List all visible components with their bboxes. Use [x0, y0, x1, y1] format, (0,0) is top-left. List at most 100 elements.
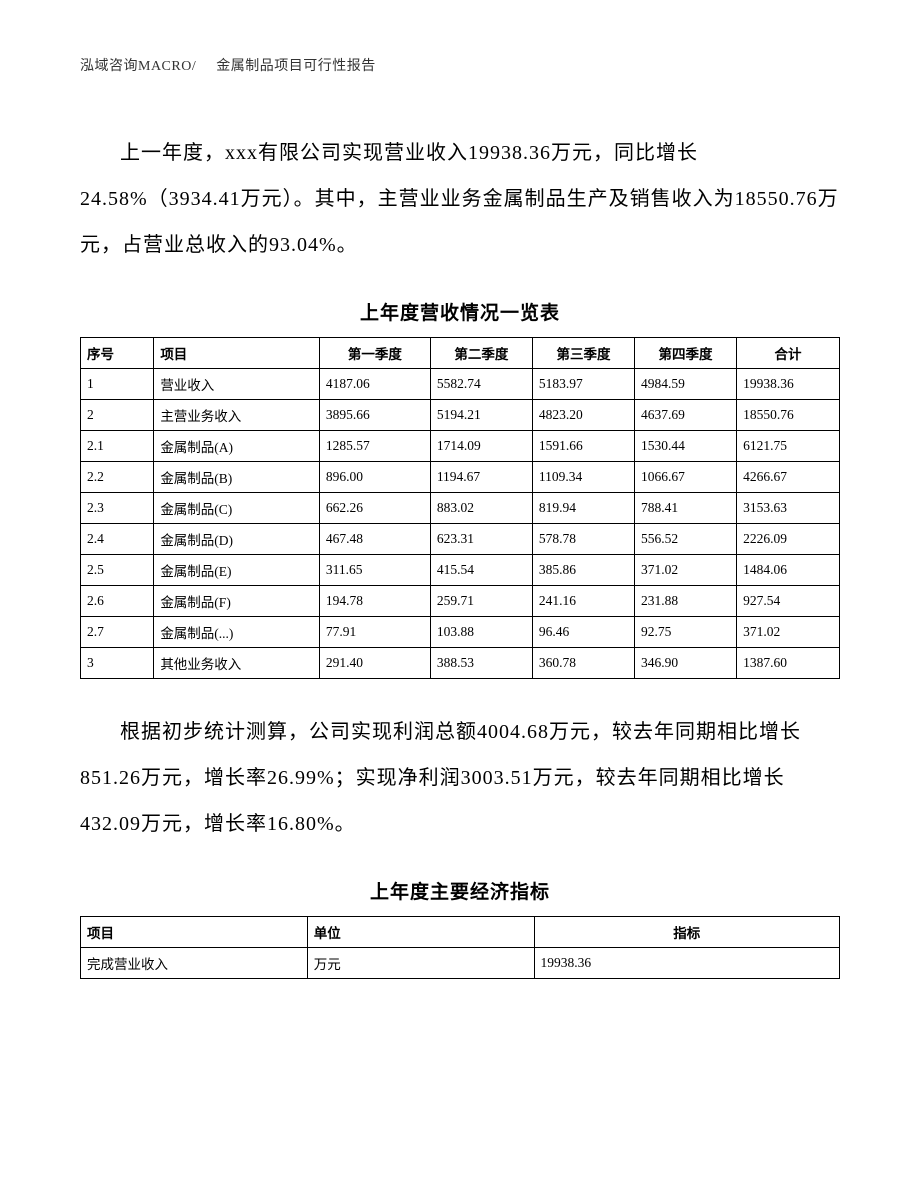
- indicator-table: 项目 单位 指标 完成营业收入万元19938.36: [80, 916, 840, 979]
- table-cell: 3: [81, 648, 154, 679]
- table-cell: 4266.67: [737, 462, 840, 493]
- table-cell: 96.46: [532, 617, 634, 648]
- paragraph-1: 上一年度，xxx有限公司实现营业收入19938.36万元，同比增长24.58%（…: [80, 130, 840, 268]
- table-row: 2.2金属制品(B)896.001194.671109.341066.67426…: [81, 462, 840, 493]
- table-cell: 19938.36: [534, 948, 840, 979]
- col-q1: 第一季度: [319, 338, 430, 369]
- table-cell: 103.88: [430, 617, 532, 648]
- table-cell: 完成营业收入: [81, 948, 308, 979]
- table-cell: 2.3: [81, 493, 154, 524]
- table-cell: 623.31: [430, 524, 532, 555]
- table-cell: 788.41: [635, 493, 737, 524]
- table-cell: 3895.66: [319, 400, 430, 431]
- table-cell: 2.5: [81, 555, 154, 586]
- table-cell: 其他业务收入: [154, 648, 320, 679]
- table-cell: 1109.34: [532, 462, 634, 493]
- table-cell: 371.02: [635, 555, 737, 586]
- paragraph-2: 根据初步统计测算，公司实现利润总额4004.68万元，较去年同期相比增长851.…: [80, 709, 840, 847]
- table-row: 2.6金属制品(F)194.78259.71241.16231.88927.54: [81, 586, 840, 617]
- col-value: 指标: [534, 917, 840, 948]
- table-header-row: 项目 单位 指标: [81, 917, 840, 948]
- page-header: 泓域咨询MACRO/金属制品项目可行性报告: [80, 55, 840, 75]
- table2-title: 上年度主要经济指标: [80, 877, 840, 904]
- table-cell: 578.78: [532, 524, 634, 555]
- table-cell: 467.48: [319, 524, 430, 555]
- table-cell: 241.16: [532, 586, 634, 617]
- table-cell: 662.26: [319, 493, 430, 524]
- table-cell: 1530.44: [635, 431, 737, 462]
- table-cell: 883.02: [430, 493, 532, 524]
- table-cell: 311.65: [319, 555, 430, 586]
- table-cell: 1194.67: [430, 462, 532, 493]
- table-cell: 金属制品(...): [154, 617, 320, 648]
- table-cell: 金属制品(E): [154, 555, 320, 586]
- table-cell: 385.86: [532, 555, 634, 586]
- table-cell: 5582.74: [430, 369, 532, 400]
- table-cell: 金属制品(F): [154, 586, 320, 617]
- col-item: 项目: [81, 917, 308, 948]
- table-cell: 896.00: [319, 462, 430, 493]
- table-cell: 5183.97: [532, 369, 634, 400]
- table-cell: 金属制品(D): [154, 524, 320, 555]
- table-row: 2.5金属制品(E)311.65415.54385.86371.021484.0…: [81, 555, 840, 586]
- table-row: 2.7金属制品(...)77.91103.8896.4692.75371.02: [81, 617, 840, 648]
- table-row: 2主营业务收入3895.665194.214823.204637.6918550…: [81, 400, 840, 431]
- table-cell: 2.7: [81, 617, 154, 648]
- table-cell: 388.53: [430, 648, 532, 679]
- table-cell: 5194.21: [430, 400, 532, 431]
- revenue-table: 序号 项目 第一季度 第二季度 第三季度 第四季度 合计 1营业收入4187.0…: [80, 337, 840, 679]
- table-cell: 346.90: [635, 648, 737, 679]
- table-row: 1营业收入4187.065582.745183.974984.5919938.3…: [81, 369, 840, 400]
- table-row: 2.3金属制品(C)662.26883.02819.94788.413153.6…: [81, 493, 840, 524]
- col-total: 合计: [737, 338, 840, 369]
- table1-title: 上年度营收情况一览表: [80, 298, 840, 325]
- table-cell: 231.88: [635, 586, 737, 617]
- col-q4: 第四季度: [635, 338, 737, 369]
- table-cell: 259.71: [430, 586, 532, 617]
- table-cell: 415.54: [430, 555, 532, 586]
- table-cell: 19938.36: [737, 369, 840, 400]
- table-cell: 4823.20: [532, 400, 634, 431]
- table-row: 2.1金属制品(A)1285.571714.091591.661530.4461…: [81, 431, 840, 462]
- table-cell: 万元: [307, 948, 534, 979]
- table-cell: 371.02: [737, 617, 840, 648]
- table-cell: 3153.63: [737, 493, 840, 524]
- table-header-row: 序号 项目 第一季度 第二季度 第三季度 第四季度 合计: [81, 338, 840, 369]
- table-cell: 主营业务收入: [154, 400, 320, 431]
- table-cell: 2.4: [81, 524, 154, 555]
- table-cell: 360.78: [532, 648, 634, 679]
- table-cell: 4984.59: [635, 369, 737, 400]
- col-seq: 序号: [81, 338, 154, 369]
- table-cell: 927.54: [737, 586, 840, 617]
- col-unit: 单位: [307, 917, 534, 948]
- table-cell: 1285.57: [319, 431, 430, 462]
- col-q2: 第二季度: [430, 338, 532, 369]
- table-cell: 6121.75: [737, 431, 840, 462]
- table-cell: 194.78: [319, 586, 430, 617]
- table-cell: 金属制品(B): [154, 462, 320, 493]
- table-cell: 2: [81, 400, 154, 431]
- col-q3: 第三季度: [532, 338, 634, 369]
- table-cell: 2.1: [81, 431, 154, 462]
- table-cell: 4187.06: [319, 369, 430, 400]
- col-item: 项目: [154, 338, 320, 369]
- table-cell: 291.40: [319, 648, 430, 679]
- table-cell: 1484.06: [737, 555, 840, 586]
- table-cell: 2226.09: [737, 524, 840, 555]
- table-cell: 营业收入: [154, 369, 320, 400]
- table-cell: 1387.60: [737, 648, 840, 679]
- table-cell: 92.75: [635, 617, 737, 648]
- table-cell: 金属制品(A): [154, 431, 320, 462]
- table-cell: 2.2: [81, 462, 154, 493]
- table-cell: 77.91: [319, 617, 430, 648]
- table-cell: 1066.67: [635, 462, 737, 493]
- table-cell: 819.94: [532, 493, 634, 524]
- table-row: 完成营业收入万元19938.36: [81, 948, 840, 979]
- table-cell: 556.52: [635, 524, 737, 555]
- document-page: 泓域咨询MACRO/金属制品项目可行性报告 上一年度，xxx有限公司实现营业收入…: [0, 0, 920, 1191]
- table-cell: 1: [81, 369, 154, 400]
- table-cell: 1591.66: [532, 431, 634, 462]
- table-row: 3其他业务收入291.40388.53360.78346.901387.60: [81, 648, 840, 679]
- table-cell: 金属制品(C): [154, 493, 320, 524]
- table-cell: 18550.76: [737, 400, 840, 431]
